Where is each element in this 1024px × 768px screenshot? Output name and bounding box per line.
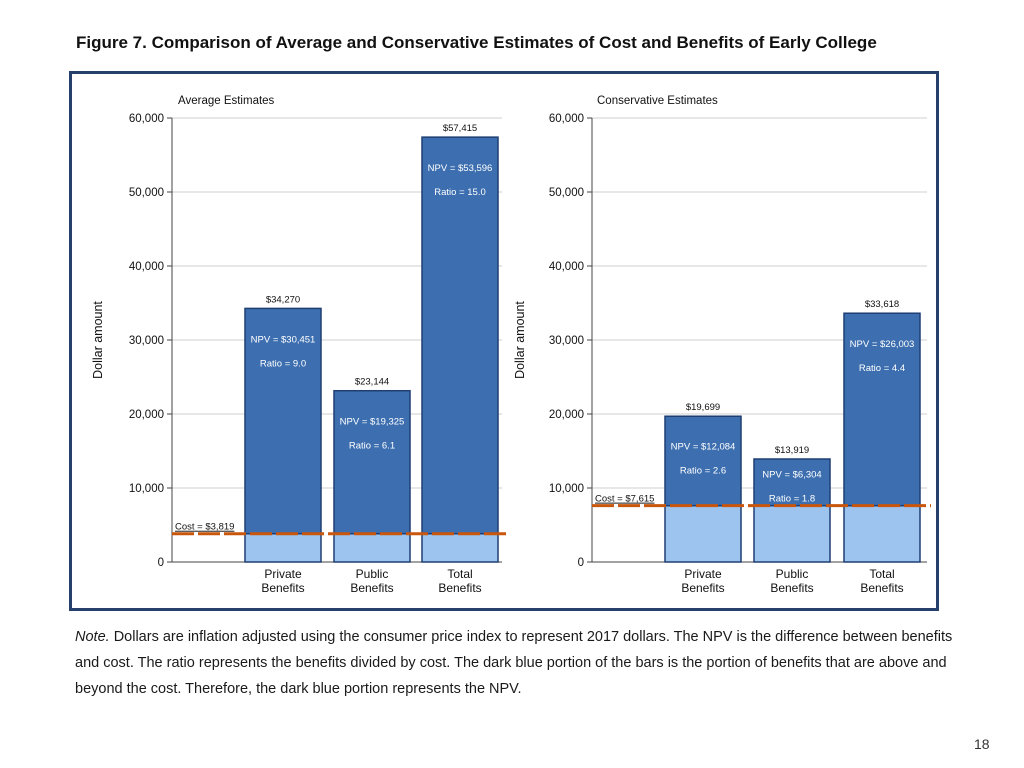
average-bar-cost-portion [244, 532, 322, 563]
conservative-bar-cost-portion [843, 504, 921, 563]
average-category-label: Total [447, 567, 472, 581]
conservative-bar-total-label: $13,919 [775, 445, 809, 456]
conservative-ratio-label: Ratio = 2.6 [680, 466, 726, 477]
average-ytick-label: 10,000 [129, 483, 164, 495]
conservative-category-label: Total [869, 567, 894, 581]
conservative-category-label: Private [684, 567, 722, 581]
conservative-bar-npv-portion [753, 458, 831, 507]
conservative-ytick-label: 60,000 [549, 113, 584, 125]
conservative-npv-label: NPV = $6,304 [762, 469, 821, 480]
average-bar-total-label: $57,415 [443, 123, 477, 134]
figure-frame: 0 10,000 20,000 30,000 40,000 50,000 60,000 Ave… [69, 71, 939, 611]
conservative-bar-total-label: $33,618 [865, 299, 899, 310]
average-ratio-label: Ratio = 9.0 [260, 358, 306, 369]
charts-svg: 0 10,000 20,000 30,000 40,000 50,000 60,000 Ave… [91, 95, 931, 595]
conservative-ytick-label: 40,000 [549, 261, 584, 273]
average-category-label: Benefits [261, 581, 304, 595]
average-bar-cost-portion [333, 532, 411, 563]
average-ratio-label: Ratio = 15.0 [434, 187, 486, 198]
conservative-cost-label: Cost = $7,615 [595, 494, 654, 505]
conservative-ytick-label: 0 [578, 557, 584, 569]
conservative-ratio-label: Ratio = 4.4 [859, 363, 905, 374]
average-ytick-label: 0 [158, 557, 164, 569]
conservative-ytick-label: 50,000 [549, 187, 584, 199]
conservative-category-label: Benefits [860, 581, 903, 595]
figure-title: Figure 7. Comparison of Average and Cons… [76, 33, 877, 52]
conservative-ratio-label: Ratio = 1.8 [769, 493, 815, 504]
average-bar-npv-portion [421, 136, 499, 535]
conservative-npv-label: NPV = $26,003 [850, 339, 915, 350]
conservative-ytick-label: 10,000 [549, 483, 584, 495]
page-number: 18 [974, 736, 990, 752]
average-chart-title: Average Estimates [178, 95, 275, 107]
conservative-category-label: Benefits [770, 581, 813, 595]
conservative-category-label: Public [776, 567, 809, 581]
average-bar-npv-portion [244, 307, 322, 535]
conservative-ytick-label: 30,000 [549, 335, 584, 347]
average-ytick-label: 20,000 [129, 409, 164, 421]
note-text: Dollars are inflation adjusted using the… [75, 629, 953, 697]
average-npv-label: NPV = $19,325 [340, 417, 405, 428]
average-ytick-label: 40,000 [129, 261, 164, 273]
average-ratio-label: Ratio = 6.1 [349, 441, 395, 452]
average-ylabel: Dollar amount [91, 301, 105, 379]
average-category-label: Private [264, 567, 302, 581]
figure-note: Note. Dollars are inflation adjusted usi… [75, 624, 955, 702]
average-category-label: Benefits [438, 581, 481, 595]
average-bar-npv-portion [333, 389, 411, 535]
average-bar-total-label: $23,144 [355, 377, 389, 388]
conservative-bar-npv-portion [843, 312, 921, 507]
conservative-bar-total-label: $19,699 [686, 402, 720, 413]
average-bar-total-label: $34,270 [266, 294, 300, 305]
conservative-bar-npv-portion [664, 415, 742, 507]
conservative-bar-cost-portion [664, 504, 742, 563]
average-bar-cost-portion [421, 532, 499, 563]
average-ytick-label: 50,000 [129, 187, 164, 199]
conservative-category-label: Benefits [681, 581, 724, 595]
note-label: Note. [75, 629, 110, 645]
average-category-label: Public [356, 567, 389, 581]
conservative-bar-cost-portion [753, 504, 831, 563]
average-cost-label: Cost = $3,819 [175, 522, 234, 533]
conservative-ytick-label: 20,000 [549, 409, 584, 421]
average-npv-label: NPV = $30,451 [251, 334, 316, 345]
average-category-label: Benefits [350, 581, 393, 595]
conservative-chart-title: Conservative Estimates [597, 95, 718, 107]
average-ytick-label: 30,000 [129, 335, 164, 347]
average-npv-label: NPV = $53,596 [428, 163, 493, 174]
average-ytick-label: 60,000 [129, 113, 164, 125]
conservative-ylabel: Dollar amount [513, 301, 527, 379]
conservative-npv-label: NPV = $12,084 [671, 442, 736, 453]
